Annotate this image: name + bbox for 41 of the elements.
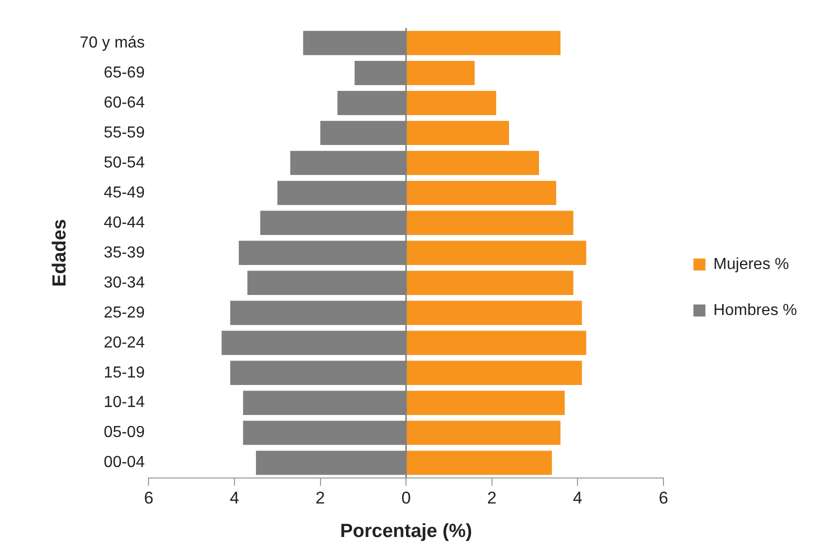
bar [406, 240, 586, 266]
bar [406, 330, 586, 355]
y-tick-label: 60-64 [104, 94, 145, 112]
x-tick-label: 2 [316, 488, 326, 508]
bar [406, 30, 560, 56]
y-tick-label: 20-24 [104, 334, 145, 352]
y-tick-label: 25-29 [104, 304, 145, 322]
y-tick-label: 05-09 [104, 424, 145, 442]
y-tick-label: 45-49 [104, 184, 145, 202]
y-tick-label: 70 y más [80, 34, 145, 52]
y-tick-label: 50-54 [104, 154, 145, 172]
x-tick-label: 0 [401, 488, 411, 508]
bar [406, 450, 552, 475]
x-tick-label: 4 [230, 488, 240, 508]
bar [406, 180, 556, 206]
bar [406, 300, 582, 325]
bar [406, 360, 582, 385]
y-tick-label: 15-19 [104, 364, 145, 382]
y-tick-label: 00-04 [104, 454, 145, 472]
bar [406, 210, 574, 236]
y-axis-title: Edades [50, 219, 71, 287]
x-tick-label: 6 [658, 488, 668, 508]
y-tick-label: 35-39 [104, 244, 145, 262]
bar [406, 120, 510, 146]
legend-label: Mujeres % [713, 256, 789, 273]
y-tick-label: 65-69 [104, 64, 145, 82]
x-tick-label: 4 [572, 488, 582, 508]
x-axis-title: Porcentaje (%) [340, 520, 472, 542]
bar [406, 390, 565, 415]
bar [406, 90, 496, 116]
bar [406, 420, 560, 445]
y-tick-label: 55-59 [104, 124, 145, 142]
x-tick-label: 6 [144, 488, 154, 508]
bar [406, 150, 540, 176]
y-tick-label: 10-14 [104, 394, 145, 412]
bar [406, 60, 475, 86]
y-tick-label: 30-34 [104, 274, 145, 292]
legend-label: Hombres % [713, 302, 797, 319]
y-tick-label: 40-44 [104, 214, 145, 232]
x-tick-label: 2 [487, 488, 497, 508]
bar [406, 270, 574, 295]
